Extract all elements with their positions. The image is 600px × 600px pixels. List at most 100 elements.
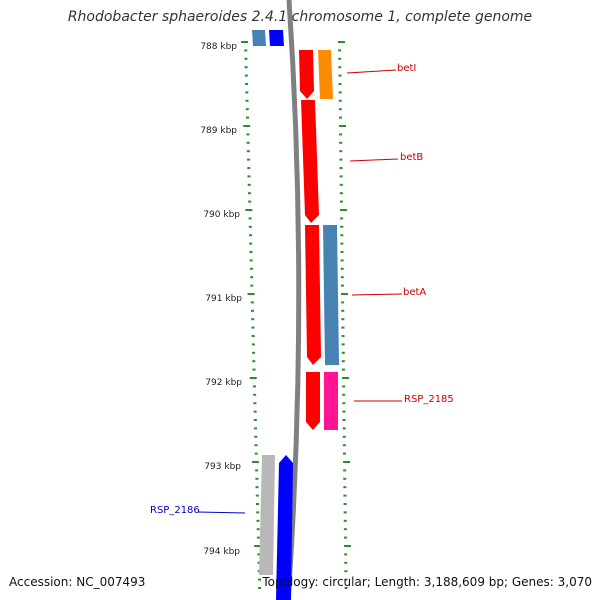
leader-line-betI [346, 69, 397, 74]
tick-mark [341, 293, 349, 295]
tick-mark [338, 99, 342, 102]
tick-mark [339, 183, 343, 186]
tick-mark [339, 200, 343, 203]
gene-betA[interactable] [323, 225, 339, 365]
tick-mark [254, 427, 258, 430]
leader-line-betB [349, 158, 399, 162]
tick-mark [342, 410, 346, 413]
tick-mark [243, 125, 251, 127]
tick-mark [340, 225, 344, 228]
gene-label-betI[interactable]: betI [397, 63, 417, 74]
tick-mark [258, 587, 262, 589]
tick-mark [338, 41, 345, 43]
scale-label: 793 kbp [204, 462, 241, 472]
tick-mark [339, 158, 343, 161]
tick-marks-right [338, 41, 352, 589]
tick-mark [341, 318, 345, 321]
tick-mark [343, 477, 347, 480]
tick-mark [343, 494, 347, 497]
scale-label: 791 kbp [205, 294, 242, 304]
tick-mark [342, 427, 346, 430]
tick-mark [340, 234, 344, 237]
tick-mark [339, 192, 343, 195]
tick-mark [247, 192, 251, 195]
gene-label-betB[interactable]: betB [400, 152, 424, 163]
gene-top-steelblue[interactable] [252, 30, 266, 46]
gene-red-3[interactable] [306, 372, 320, 430]
gene-red-2[interactable] [305, 225, 321, 365]
tick-mark [340, 217, 344, 220]
tick-mark [343, 469, 347, 472]
tick-mark [339, 175, 343, 178]
tick-mark [244, 66, 248, 69]
leader-line-betA [351, 293, 403, 296]
tick-mark [244, 57, 248, 60]
gene-betI[interactable] [318, 50, 333, 99]
tick-mark [339, 133, 343, 136]
tick-mark [245, 83, 249, 85]
tick-mark [344, 587, 348, 589]
tick-mark [256, 511, 260, 514]
tick-mark [251, 318, 255, 321]
scale-label: 794 kbp [203, 547, 240, 557]
tick-mark [338, 91, 342, 94]
tick-mark [342, 452, 346, 455]
tick-mark [245, 91, 249, 94]
gene-top-blue[interactable] [269, 30, 284, 46]
tick-mark [342, 402, 346, 405]
tick-mark [254, 435, 258, 438]
tick-mark [342, 377, 350, 379]
tick-mark [253, 402, 257, 405]
tick-mark [248, 225, 252, 228]
tick-mark [343, 461, 351, 463]
tick-mark [339, 125, 347, 127]
gene-gray[interactable] [259, 455, 275, 575]
tick-mark [254, 444, 258, 447]
tick-mark [246, 150, 250, 153]
tick-mark [341, 309, 345, 312]
tick-mark [338, 66, 342, 69]
gene-label-RSP_2186[interactable]: RSP_2186 [150, 505, 200, 516]
tick-mark [251, 343, 255, 346]
gene-red-1[interactable] [299, 50, 314, 99]
gene-label-betA[interactable]: betA [403, 287, 427, 298]
tick-mark [253, 419, 257, 421]
tick-mark [339, 167, 343, 169]
tick-mark [252, 385, 256, 388]
tick-mark [343, 519, 347, 522]
tick-mark [248, 200, 252, 203]
gene-RSP_2186[interactable] [276, 455, 293, 600]
tick-mark [246, 133, 250, 136]
tick-mark [253, 393, 257, 396]
tick-mark [341, 368, 345, 371]
tick-mark [255, 494, 259, 497]
tick-marks-left [241, 41, 262, 589]
tick-mark [256, 528, 260, 531]
genome-summary-text: Topology: circular; Length: 3,188,609 bp… [262, 575, 592, 589]
tick-mark [344, 561, 348, 564]
tick-mark [249, 251, 253, 253]
tick-mark [342, 444, 346, 447]
tick-mark [343, 511, 347, 514]
tick-mark [244, 74, 248, 77]
scale-label: 788 kbp [200, 42, 237, 52]
tick-mark [344, 578, 348, 581]
tick-mark [245, 99, 249, 102]
tick-mark [343, 503, 347, 505]
tick-mark [256, 519, 260, 522]
tick-mark [252, 351, 256, 354]
tick-mark [340, 276, 344, 279]
tick-mark [338, 57, 342, 60]
scale-label: 792 kbp [205, 378, 242, 388]
tick-mark [340, 259, 344, 262]
tick-mark [342, 393, 346, 396]
gene-betB[interactable] [301, 100, 319, 223]
gene-label-RSP_2185[interactable]: RSP_2185 [404, 394, 454, 405]
tick-mark [341, 360, 345, 363]
tick-mark [254, 452, 258, 455]
tick-mark [341, 301, 345, 304]
tick-mark [341, 326, 345, 329]
gene-RSP_2185[interactable] [324, 372, 338, 430]
scale-label: 790 kbp [203, 210, 240, 220]
tick-mark [249, 267, 253, 270]
